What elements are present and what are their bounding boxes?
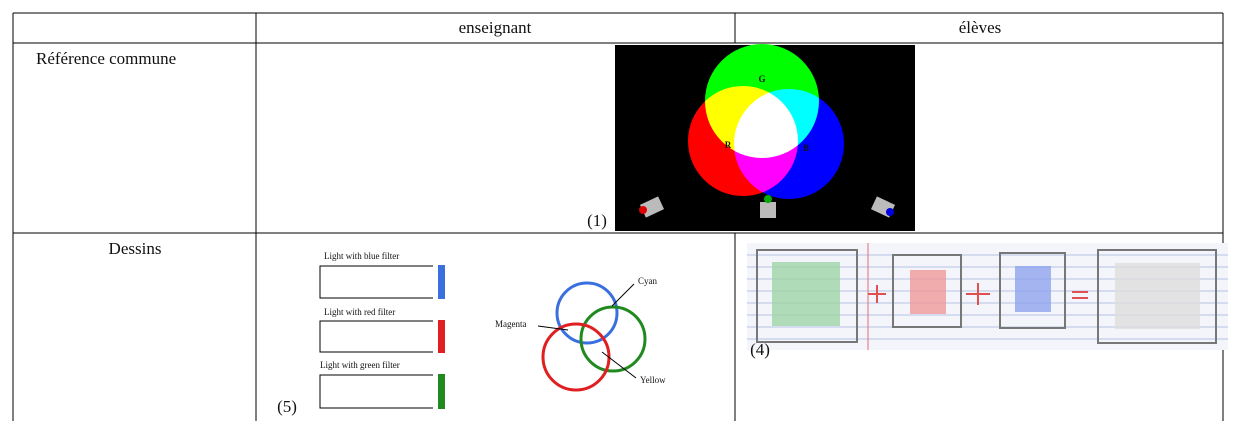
filter-label: Light with green filter — [320, 360, 400, 370]
rgb-figure: G R B — [615, 44, 915, 231]
caption: (1) — [587, 211, 607, 230]
caption: (4) — [750, 340, 770, 359]
circle-label: B — [803, 143, 809, 153]
student-drawing — [747, 243, 1228, 350]
filter-label: Light with blue filter — [324, 251, 399, 261]
header-cell: enseignant — [459, 18, 532, 37]
filter-label: Light with red filter — [324, 307, 395, 317]
mix-label: Yellow — [640, 375, 666, 385]
caption: (5) — [277, 397, 297, 416]
circle-label: G — [758, 74, 765, 84]
table-grid — [12, 12, 1224, 421]
mix-label: Cyan — [638, 276, 657, 286]
filter-figure: Light with blue filter Light with red fi… — [319, 251, 666, 409]
header-cell: élèves — [959, 18, 1001, 37]
row-label: Dessins — [109, 239, 162, 258]
mix-label: Magenta — [495, 319, 527, 329]
circle-label: R — [725, 140, 732, 150]
row-label: Référence commune — [36, 49, 176, 68]
